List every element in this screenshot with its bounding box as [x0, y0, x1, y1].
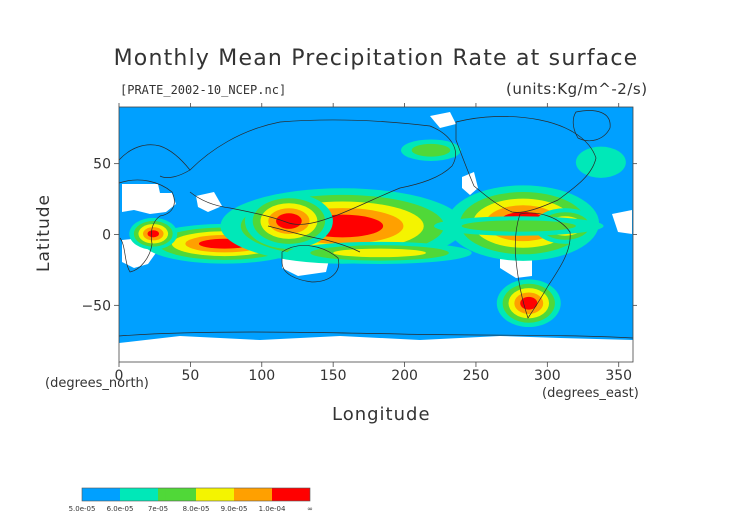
missing-data-regions: [119, 112, 633, 362]
missing-antarctica: [119, 336, 633, 362]
colorbar-label: 9.0e-05: [221, 505, 248, 513]
chart-subtitle: [PRATE_2002-10_NCEP.nc]: [120, 83, 287, 97]
precip-region-8-level-2: [411, 143, 451, 157]
precip-region-9-level-2: [461, 220, 576, 232]
y-axis-label: Latitude: [34, 194, 54, 272]
precip-region-4-level-5: [147, 230, 159, 238]
missing-north-america-west: [462, 172, 478, 195]
colorbar-swatch: [82, 488, 120, 501]
x-unit-label: (degrees_east): [542, 386, 639, 401]
coast-indonesia: [267, 225, 361, 253]
x-tick-label: 250: [463, 368, 490, 384]
y-unit-label: (degrees_north): [45, 376, 149, 391]
x-tick-label: 50: [181, 368, 199, 384]
coast-greenland: [572, 110, 611, 142]
x-tick-label: 300: [534, 368, 561, 384]
coast-europe: [118, 144, 191, 178]
colorbar-swatch: [158, 488, 196, 501]
x-tick-label: 0: [115, 368, 124, 384]
coast-antarctica: [118, 331, 634, 339]
coast-africa: [118, 179, 175, 273]
colorbar-legend: 5.0e-05 6.0e-05 7e-05 8.0e-05 9.0e-05 1.0e-04…: [69, 487, 313, 513]
coast-asia: [189, 119, 456, 225]
map-layer: [118, 106, 634, 363]
colorbar-frame: [81, 487, 311, 502]
y-tick-label: 0: [102, 228, 111, 244]
coast-south-america: [514, 212, 571, 319]
units-label: (units:Kg/m^-2/s): [506, 80, 648, 98]
coast-australia: [281, 245, 340, 283]
axes: 0 50 100 150 200 250 300 350 50 0 −50: [81, 103, 637, 384]
x-axis-label: Longitude: [332, 404, 431, 425]
colorbar-swatch: [120, 488, 158, 501]
precip-region-5-level-5: [276, 213, 302, 229]
x-tick-label: 100: [248, 368, 275, 384]
x-tick-label: 350: [605, 368, 632, 384]
colorbar-label: 8.0e-05: [183, 505, 210, 513]
missing-middle-east: [196, 192, 222, 212]
colorbar-swatch: [196, 488, 234, 501]
precipitation-regions: [129, 139, 626, 328]
x-tick-label: 200: [391, 368, 418, 384]
coast-north-america: [455, 116, 597, 213]
colorbar-swatch: [234, 488, 272, 501]
coastlines: [118, 110, 634, 339]
colorbar-label: ∞: [307, 505, 313, 513]
colorbar-label: 7e-05: [148, 505, 168, 513]
y-tick-label: 50: [93, 157, 111, 173]
colorbar-label: 1.0e-04: [259, 505, 286, 513]
colorbar-label: 5.0e-05: [69, 505, 96, 513]
missing-north-africa: [122, 184, 176, 214]
missing-east-russia: [430, 112, 456, 128]
x-tick-label: 150: [320, 368, 347, 384]
colorbar-label: 6.0e-05: [107, 505, 134, 513]
missing-atlantic-east: [612, 210, 632, 234]
chart-title: Monthly Mean Precipitation Rate at surfa…: [113, 46, 639, 71]
y-tick-label: −50: [81, 298, 111, 314]
precip-region-10-level-1: [575, 146, 626, 178]
precip-region-7-level-3: [333, 248, 426, 258]
colorbar-swatch: [272, 488, 310, 501]
